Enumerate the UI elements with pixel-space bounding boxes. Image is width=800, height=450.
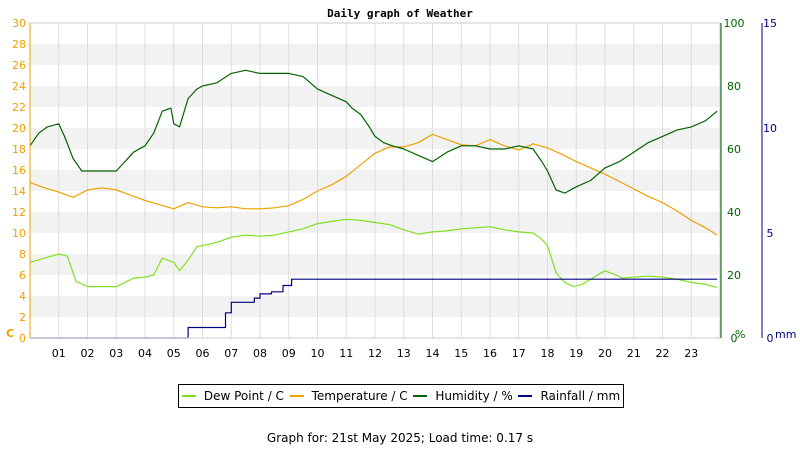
legend-label: Humidity / %: [435, 389, 513, 403]
x-tick-label: 09: [282, 347, 296, 360]
x-tick-label: 18: [541, 347, 555, 360]
left-tick-label: 20: [12, 122, 26, 135]
series-line-humidity: [29, 69, 718, 194]
x-tick-label: 14: [426, 347, 440, 360]
legend-swatch: [518, 395, 533, 397]
left-tick-label: 26: [12, 59, 26, 72]
x-tick-label: 04: [138, 347, 152, 360]
left-tick-label: 8: [19, 248, 26, 261]
x-tick-label: 07: [224, 347, 238, 360]
left-tick-label: 30: [12, 17, 26, 30]
left-tick-label: 14: [12, 185, 26, 198]
x-tick-label: 23: [684, 347, 698, 360]
right1-tick-label: 100: [724, 17, 745, 30]
x-tick-label: 20: [598, 347, 612, 360]
x-tick-label: 06: [196, 347, 210, 360]
right1-tick-label: 80: [727, 80, 741, 93]
legend-swatch: [181, 395, 196, 397]
legend-label: Dew Point / C: [203, 389, 284, 403]
x-tick-label: 22: [656, 347, 670, 360]
x-tick-label: 02: [81, 347, 95, 360]
x-tick-label: 16: [483, 347, 497, 360]
x-tick-label: 08: [253, 347, 267, 360]
right1-tick-label: 40: [727, 206, 741, 219]
x-tick-label: 12: [368, 347, 382, 360]
legend-item-humidity: Humidity / %: [413, 389, 513, 403]
left-axis-unit: C: [6, 327, 14, 340]
legend-item-rainfall: Rainfall / mm: [518, 389, 620, 403]
x-tick-label: 11: [339, 347, 353, 360]
right1-tick-label: 0: [731, 332, 738, 345]
legend-label: Rainfall / mm: [540, 389, 621, 403]
series-line-rainfall: [30, 278, 718, 339]
series-line-temperature: [29, 133, 718, 236]
x-tick-label: 15: [454, 347, 468, 360]
left-tick-label: 24: [12, 80, 26, 93]
right1-tick-label: 60: [727, 143, 741, 156]
x-tick-label: 17: [512, 347, 526, 360]
left-tick-label: 28: [12, 38, 26, 51]
right2-tick-label: 15: [763, 17, 777, 30]
legend: Dew Point / C Temperature / C Humidity /…: [178, 384, 624, 408]
legend-swatch: [289, 395, 304, 397]
legend-swatch: [413, 395, 428, 397]
left-tick-label: 16: [12, 164, 26, 177]
series-lines: [29, 69, 718, 339]
legend-item-dew-point: Dew Point / C: [181, 389, 284, 403]
left-tick-label: 6: [19, 269, 26, 282]
right2-tick-label: 10: [763, 122, 777, 135]
series-line-dew: [29, 218, 718, 289]
left-tick-label: 2: [19, 311, 26, 324]
left-tick-label: 4: [19, 290, 26, 303]
x-tick-label: 19: [569, 347, 583, 360]
left-tick-label: 10: [12, 227, 26, 240]
right2-tick-label: 0: [767, 332, 774, 345]
x-tick-label: 13: [397, 347, 411, 360]
x-tick-label: 21: [627, 347, 641, 360]
x-tick-label: 03: [109, 347, 123, 360]
left-tick-label: 0: [19, 332, 26, 345]
chart-title: Daily graph of Weather: [327, 7, 473, 20]
left-tick-label: 22: [12, 101, 26, 114]
legend-label: Temperature / C: [311, 389, 408, 403]
left-tick-label: 12: [12, 206, 26, 219]
legend-item-temperature: Temperature / C: [289, 389, 408, 403]
x-tick-label: 10: [311, 347, 325, 360]
x-tick-label: 05: [167, 347, 181, 360]
right1-tick-label: 20: [727, 269, 741, 282]
vertical-grid: [58, 23, 692, 338]
axis-ticks: 01 02 03 04 05 06 07 08 09 10 11 12 13 14 15 16 17 18 19 20…: [12, 17, 777, 360]
left-tick-label: 18: [12, 143, 26, 156]
x-tick-label: 01: [52, 347, 66, 360]
footer-status: Graph for: 21st May 2025; Load time: 0.1…: [266, 431, 534, 445]
right1-axis-unit: %: [735, 328, 745, 341]
right2-tick-label: 5: [767, 227, 774, 240]
right2-axis-unit: mm: [775, 328, 796, 341]
